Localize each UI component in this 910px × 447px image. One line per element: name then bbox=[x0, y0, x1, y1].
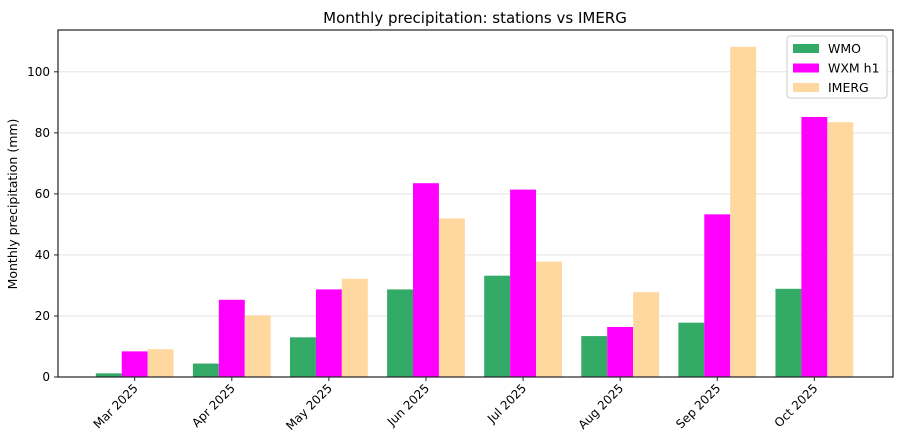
bar-wxm-h1 bbox=[315, 289, 342, 377]
x-tick-label: Aug 2025 bbox=[576, 381, 627, 432]
x-tick-label: Apr 2025 bbox=[189, 381, 238, 430]
legend-swatch bbox=[793, 63, 819, 73]
plot-frame bbox=[57, 29, 894, 378]
bar-imerg bbox=[438, 218, 465, 377]
chart-title: Monthly precipitation: stations vs IMERG bbox=[323, 9, 627, 27]
bar-wxm-h1 bbox=[510, 189, 537, 377]
bar-wmo bbox=[290, 337, 316, 377]
bar-wmo bbox=[387, 289, 414, 377]
x-tick-label: Jul 2025 bbox=[484, 381, 529, 426]
x-tick-label: Mar 2025 bbox=[91, 381, 141, 431]
bar-imerg bbox=[827, 122, 854, 377]
bar-wxm-h1 bbox=[218, 299, 245, 377]
bar-wmo bbox=[95, 373, 122, 377]
y-tick-label: 40 bbox=[35, 248, 50, 262]
y-tick-label: 0 bbox=[42, 370, 50, 384]
x-tick-label: Jun 2025 bbox=[384, 381, 432, 429]
bar-imerg bbox=[341, 278, 368, 377]
legend-label: WXM h1 bbox=[828, 61, 880, 76]
bar-wxm-h1 bbox=[607, 326, 634, 377]
bar-wmo bbox=[775, 288, 802, 377]
bar-wxm-h1 bbox=[704, 214, 731, 377]
bar-wxm-h1 bbox=[121, 351, 148, 377]
y-axis-label: Monthly precipitation (mm) bbox=[5, 119, 20, 290]
bar-imerg bbox=[536, 261, 562, 377]
bar-wmo bbox=[484, 275, 511, 377]
bar-imerg bbox=[147, 349, 174, 377]
bar-wmo bbox=[192, 363, 219, 377]
y-tick-label: 60 bbox=[35, 187, 50, 201]
legend-label: IMERG bbox=[828, 80, 869, 95]
legend-swatch bbox=[793, 44, 819, 53]
bar-imerg bbox=[730, 46, 757, 377]
x-tick-label: Sep 2025 bbox=[673, 381, 723, 431]
bar-imerg bbox=[244, 315, 271, 377]
y-tick-label: 100 bbox=[27, 65, 50, 79]
bar-imerg bbox=[633, 292, 660, 377]
legend-label: WMO bbox=[828, 41, 861, 56]
y-tick-label: 20 bbox=[35, 309, 50, 323]
legend: WMO WXM h1 IMERG bbox=[786, 35, 888, 99]
x-tick-label: May 2025 bbox=[283, 381, 335, 433]
legend-swatch bbox=[793, 83, 819, 92]
bar-wmo bbox=[581, 336, 608, 377]
bar-wxm-h1 bbox=[801, 116, 828, 378]
x-tick-label: Oct 2025 bbox=[772, 381, 821, 430]
bar-wmo bbox=[678, 322, 705, 377]
bar-wxm-h1 bbox=[413, 183, 439, 377]
y-tick-label: 80 bbox=[35, 126, 50, 140]
